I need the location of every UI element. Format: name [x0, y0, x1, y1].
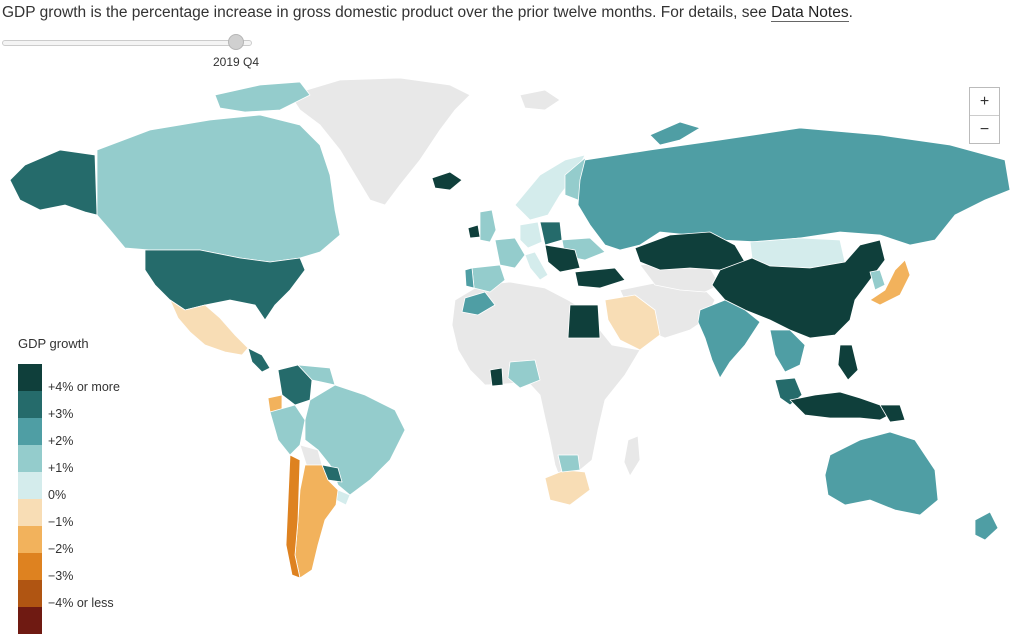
legend-swatch	[18, 445, 42, 472]
slider-track[interactable]	[2, 40, 252, 46]
russia[interactable]	[577, 127, 1011, 251]
caption: GDP growth is the percentage increase in…	[2, 4, 853, 22]
legend-swatch	[18, 472, 42, 499]
legend-swatches	[18, 364, 42, 634]
southeast-asia[interactable]	[769, 329, 806, 373]
germany[interactable]	[519, 221, 543, 249]
nigeria[interactable]	[507, 359, 541, 389]
ireland[interactable]	[467, 224, 481, 239]
south-africa[interactable]	[544, 469, 591, 506]
legend-swatch	[18, 526, 42, 553]
madagascar[interactable]	[623, 435, 641, 477]
france[interactable]	[494, 237, 526, 269]
caption-tail: .	[848, 4, 853, 21]
italy[interactable]	[524, 251, 549, 281]
mexico[interactable]	[169, 299, 249, 356]
chile[interactable]	[285, 454, 301, 579]
new-zealand[interactable]	[974, 511, 999, 541]
morocco[interactable]	[461, 291, 496, 316]
botswana[interactable]	[557, 454, 581, 473]
egypt[interactable]	[567, 304, 601, 339]
korea[interactable]	[869, 269, 886, 291]
poland[interactable]	[539, 221, 563, 246]
legend-swatch	[18, 418, 42, 445]
alaska[interactable]	[9, 149, 98, 216]
russia-arctic-islands[interactable]	[649, 121, 701, 146]
legend-label: −3%	[48, 569, 74, 583]
saudi-arabia[interactable]	[604, 294, 661, 351]
zoom-out-button[interactable]: −	[970, 115, 999, 143]
balkans[interactable]	[544, 244, 581, 273]
legend-label: +1%	[48, 461, 74, 475]
central-america[interactable]	[247, 347, 271, 373]
legend-swatch	[18, 391, 42, 418]
legend-swatch	[18, 499, 42, 526]
legend-label: +3%	[48, 407, 74, 421]
legend-label: 0%	[48, 488, 67, 502]
united-kingdom[interactable]	[479, 209, 497, 243]
legend-labels: +4% or more +3% +2% +1% 0% −1% −2% −3% −…	[48, 380, 120, 623]
united-states[interactable]	[144, 249, 306, 321]
zoom-in-button[interactable]: +	[979, 93, 990, 110]
peru[interactable]	[269, 404, 306, 456]
canada[interactable]	[96, 114, 341, 263]
ghana[interactable]	[489, 367, 504, 387]
data-notes-link[interactable]: Data Notes	[771, 4, 849, 22]
portugal[interactable]	[464, 267, 475, 289]
legend-label: −2%	[48, 542, 74, 556]
japan[interactable]	[869, 259, 911, 306]
brazil[interactable]	[304, 384, 406, 496]
india[interactable]	[697, 299, 761, 379]
australia[interactable]	[824, 431, 939, 516]
turkey[interactable]	[574, 267, 626, 289]
papua[interactable]	[879, 404, 906, 423]
legend-swatch	[18, 607, 42, 634]
legend-label: +2%	[48, 434, 74, 448]
legend-swatch	[18, 580, 42, 607]
greenland[interactable]	[289, 77, 471, 206]
legend-swatch	[18, 364, 42, 391]
indonesia[interactable]	[789, 391, 896, 421]
philippines[interactable]	[837, 344, 859, 381]
legend: GDP growth +4% or more +3% +2% +1% 0% −1…	[18, 336, 120, 634]
iceland[interactable]	[431, 171, 463, 191]
legend-swatch	[18, 553, 42, 580]
argentina[interactable]	[294, 464, 339, 579]
world-map[interactable]	[0, 70, 1021, 644]
zoom-controls: + −	[969, 87, 1000, 144]
legend-title: GDP growth	[18, 336, 89, 351]
canadian-arctic[interactable]	[214, 81, 311, 113]
arctic-islands[interactable]	[519, 89, 561, 111]
legend-label: −4% or less	[48, 596, 114, 610]
slider-thumb[interactable]	[228, 34, 244, 50]
slider-label: 2019 Q4	[213, 55, 260, 69]
caption-text: GDP growth is the percentage increase in…	[2, 4, 772, 21]
legend-label: −1%	[48, 515, 74, 529]
legend-label: +4% or more	[48, 380, 120, 394]
time-slider[interactable]	[2, 34, 252, 50]
